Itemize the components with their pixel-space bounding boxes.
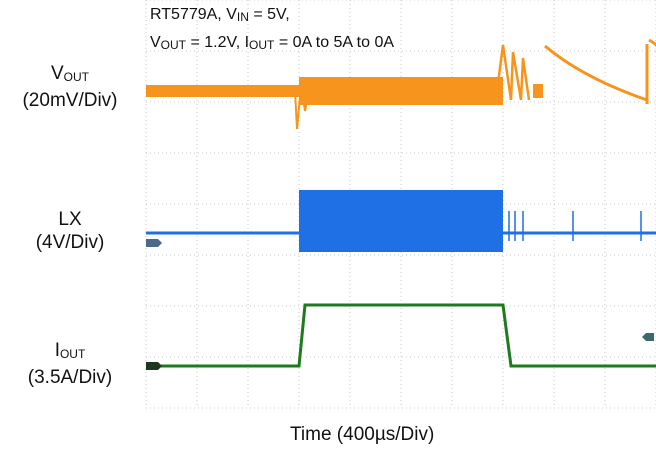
vout-decay-ramp-1	[544, 44, 649, 103]
vout-ripple-band	[146, 85, 299, 97]
scope-traces	[146, 38, 656, 370]
lx-switching-burst	[299, 190, 503, 252]
iout-channel-label: IOUT (3.5A/Div)	[27, 340, 113, 388]
iout-step-trace	[146, 303, 656, 368]
condition-line-1: RT5779A, VIN = 5V,	[150, 6, 290, 24]
vout-release-sawtooth	[495, 44, 531, 101]
vout-dip-spike	[294, 85, 310, 130]
vout-load-band	[299, 77, 503, 105]
vout-channel-label: VOUT (20mV/Div)	[22, 63, 118, 111]
x-axis-label: Time (400µs/Div)	[290, 424, 435, 445]
iout-channel-marker	[146, 362, 162, 370]
condition-line-2: VOUT = 1.2V, IOUT = 0A to 5A to 0A	[150, 34, 395, 52]
vout-small-ripple	[533, 84, 543, 98]
trigger-marker	[642, 333, 654, 341]
vout-decay-ramp-2	[645, 38, 656, 104]
lx-channel-label: LX (4V/Div)	[35, 209, 105, 253]
lx-channel-marker	[146, 239, 162, 247]
